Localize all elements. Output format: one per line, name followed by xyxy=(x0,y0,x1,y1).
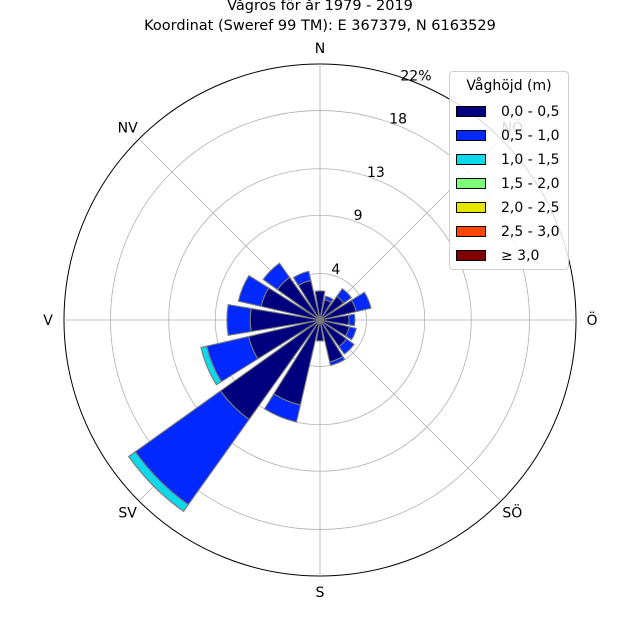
grid-spoke xyxy=(319,319,502,502)
rose-bar-segment xyxy=(338,338,355,355)
legend-swatch xyxy=(456,154,486,165)
legend-label: 1,0 - 1,5 xyxy=(501,152,560,168)
rose-bar-segment xyxy=(263,393,302,423)
rose-bar-segment xyxy=(292,270,312,287)
radial-tick-label: 22% xyxy=(400,68,431,84)
legend-item: 2,0 - 2,5 xyxy=(456,198,566,218)
rose-bar-segment xyxy=(200,345,223,386)
rose-bar-segment xyxy=(314,290,326,321)
legend-label: 1,5 - 2,0 xyxy=(501,176,560,192)
rose-sectors xyxy=(127,262,372,513)
direction-label: SÖ xyxy=(502,503,522,521)
legend-label: ≥ 3,0 xyxy=(501,248,540,264)
rose-bar-segment xyxy=(315,319,325,342)
rose-bar-segment xyxy=(329,355,346,367)
legend-label: 0,5 - 1,0 xyxy=(501,128,560,144)
legend-swatch xyxy=(456,202,486,213)
rose-bar-segment xyxy=(226,304,252,336)
rose-bar-segment xyxy=(324,295,334,303)
legend-label: 2,0 - 2,5 xyxy=(501,200,560,216)
rose-bar-segment xyxy=(262,262,291,291)
legend-title: Våghöjd (m) xyxy=(466,78,552,94)
legend-label: 0,0 - 0,5 xyxy=(501,104,560,120)
rose-bar-segment xyxy=(336,287,353,304)
radial-tick-label: 4 xyxy=(331,262,340,278)
chart-title: Vågros för år 1979 - 2019 xyxy=(227,0,413,14)
legend-item: 2,5 - 3,0 xyxy=(456,222,566,242)
polar-grid xyxy=(63,63,577,577)
legend-swatch xyxy=(456,130,486,141)
direction-label: S xyxy=(316,585,325,601)
rose-bar-segment xyxy=(350,291,372,313)
rose-bar-segment xyxy=(237,274,270,308)
radial-tick-label: 13 xyxy=(367,165,385,181)
legend-item: 1,5 - 2,0 xyxy=(456,174,566,194)
radial-tick-label: 9 xyxy=(354,208,363,224)
legend-swatch xyxy=(456,106,486,117)
rose-bar-segment xyxy=(348,313,356,327)
legend-label: 2,5 - 3,0 xyxy=(501,224,560,240)
chart-subtitle: Koordinat (Sweref 99 TM): E 367379, N 61… xyxy=(144,18,496,34)
direction-label: N xyxy=(315,41,325,57)
radial-tick-labels: 4 9 13 18 22% xyxy=(331,68,431,278)
legend-swatch xyxy=(456,178,486,189)
legend-item: 0,0 - 0,5 xyxy=(456,102,566,122)
legend-swatch xyxy=(456,250,486,261)
direction-label: SV xyxy=(118,505,137,521)
direction-label: V xyxy=(43,313,53,329)
legend-swatch xyxy=(456,226,486,237)
legend: Våghöjd (m) 0,0 - 0,5 0,5 - 1,0 1,0 - 1,5 1… xyxy=(449,71,569,270)
rose-bar-segment xyxy=(127,450,190,513)
legend-item: ≥ 3,0 xyxy=(456,246,566,266)
direction-label: Ö xyxy=(586,311,597,329)
legend-item: 0,5 - 1,0 xyxy=(456,126,566,146)
legend-item: 1,0 - 1,5 xyxy=(456,150,566,170)
rose-bar-segment xyxy=(344,326,357,341)
direction-label: NV xyxy=(118,121,138,137)
radial-tick-label: 18 xyxy=(389,111,407,127)
